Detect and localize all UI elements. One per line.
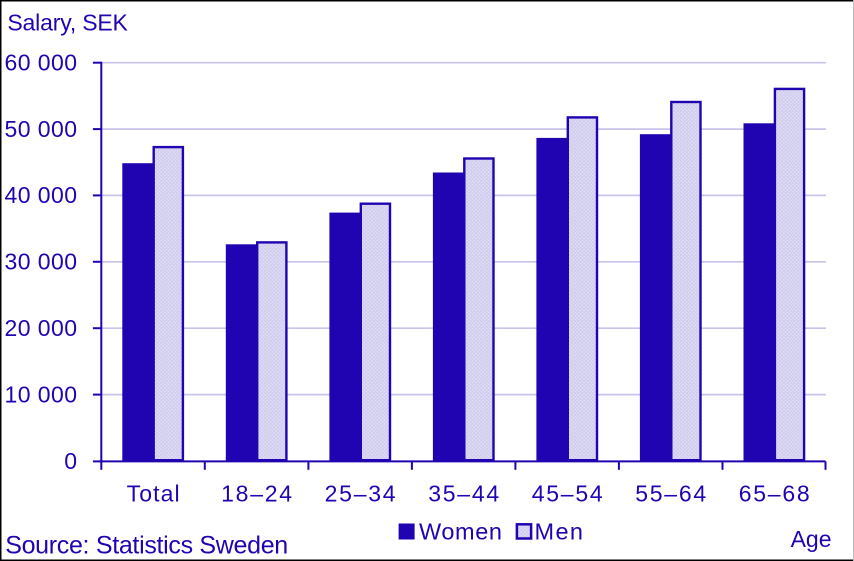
svg-text:20 000: 20 000 (5, 315, 78, 341)
svg-text:30 000: 30 000 (5, 249, 78, 275)
svg-text:Source: Statistics Sweden: Source: Statistics Sweden (5, 532, 288, 560)
svg-text:Women: Women (419, 518, 502, 544)
svg-text:50 000: 50 000 (5, 116, 78, 142)
svg-text:18–24: 18–24 (221, 481, 292, 507)
svg-text:40 000: 40 000 (5, 182, 78, 208)
svg-text:Salary, SEK: Salary, SEK (7, 10, 128, 36)
svg-text:25–34: 25–34 (325, 481, 396, 507)
svg-text:0: 0 (64, 448, 77, 474)
svg-text:10 000: 10 000 (5, 381, 78, 407)
svg-text:60 000: 60 000 (5, 50, 78, 76)
svg-text:Men: Men (535, 518, 584, 544)
svg-text:35–44: 35–44 (428, 481, 499, 507)
svg-text:Age: Age (791, 526, 832, 552)
svg-text:65–68: 65–68 (739, 481, 810, 507)
svg-text:Total: Total (127, 481, 180, 507)
svg-text:45–54: 45–54 (532, 481, 603, 507)
svg-text:55–64: 55–64 (635, 481, 706, 507)
